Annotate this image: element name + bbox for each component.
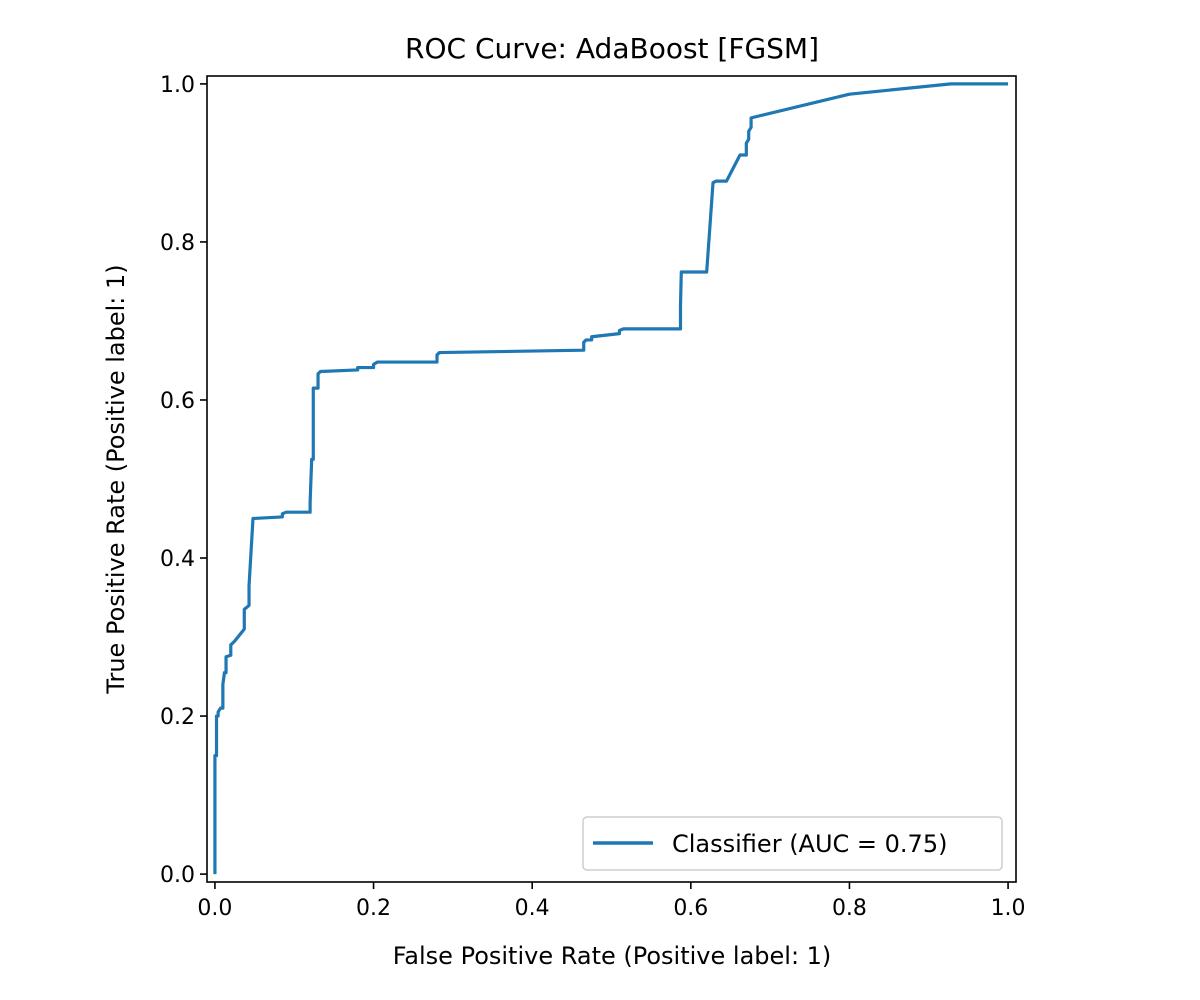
x-tick-label: 0.0 [197, 896, 232, 921]
x-tick-label: 0.6 [673, 896, 708, 921]
y-axis-label: True Positive Rate (Positive label: 1) [102, 264, 130, 694]
x-axis-label: False Positive Rate (Positive label: 1) [393, 942, 832, 970]
plot-area [213, 82, 1009, 875]
legend-label: Classifier (AUC = 0.75) [672, 830, 947, 858]
roc-curve-line [213, 82, 1009, 875]
x-tick-label: 0.4 [515, 896, 550, 921]
y-tick-label: 0.8 [160, 231, 195, 256]
y-tick-label: 0.2 [160, 705, 195, 730]
axes-frame [206, 75, 1017, 883]
x-tick-label: 0.2 [356, 896, 391, 921]
axis-ticks: 0.0 0.2 0.4 0.6 0.8 1.0 0.0 0.2 0.4 0.6 0.8 1.0 [160, 73, 1026, 921]
y-tick-label: 0.4 [160, 547, 195, 572]
y-tick-label: 0.6 [160, 389, 195, 414]
y-tick-label: 0.0 [160, 863, 195, 888]
x-tick-label: 0.8 [832, 896, 867, 921]
x-tick-label: 1.0 [991, 896, 1026, 921]
legend-box [582, 816, 1003, 871]
y-tick-label: 1.0 [160, 73, 195, 98]
legend: Classifier (AUC = 0.75) [582, 816, 1003, 871]
chart-title: ROC Curve: AdaBoost [FGSM] [405, 32, 819, 65]
